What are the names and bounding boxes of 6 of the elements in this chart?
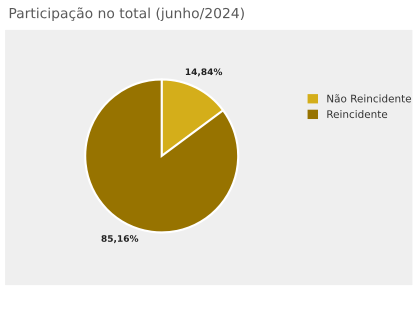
data-label: 14,84% [186,68,222,76]
data-label: 85,16% [102,235,138,244]
chart-title: Participação no total (junho/2024) [10,7,244,22]
legend-label: Não Reincidente [327,94,412,102]
pie-slice [84,78,240,234]
legend-label: Reincidente [327,110,388,118]
